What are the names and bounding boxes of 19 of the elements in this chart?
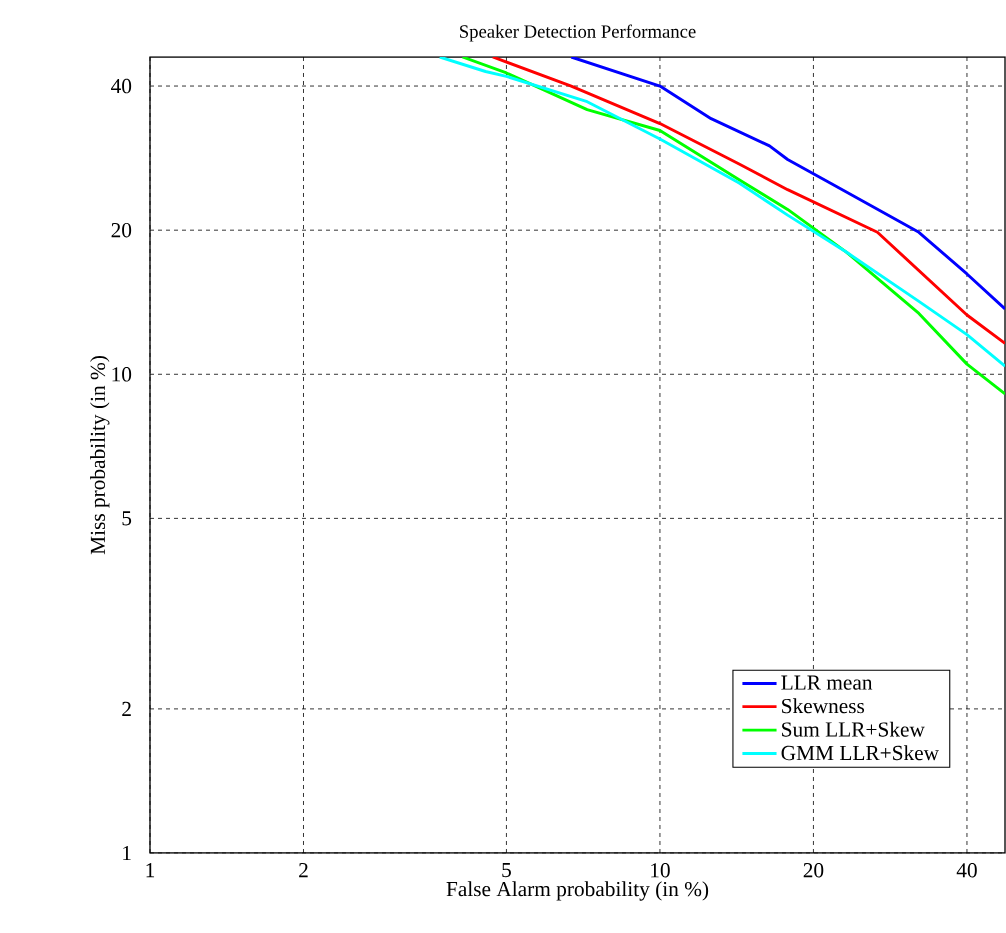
x-axis-title: False Alarm probability (in %) (446, 881, 709, 901)
x-tick-label: 2 (299, 863, 308, 878)
legend-label: Skewness (782, 698, 865, 714)
legend-label: Sum LLR+Skew (782, 721, 925, 737)
chart-title: Speaker Detection Performance (460, 24, 696, 42)
y-axis-title: Miss probability (in %) (90, 356, 110, 555)
legend-label: LLR mean (781, 675, 873, 690)
x-tick-label: 1 (146, 863, 155, 878)
x-tick-label: 20 (803, 863, 824, 878)
y-tick-label: 20 (111, 222, 132, 238)
x-tick-label: 10 (651, 863, 670, 878)
y-tick-label: 2 (122, 701, 131, 716)
legend-label: GMM LLR+Skew (781, 745, 939, 761)
y-tick-label: 5 (122, 511, 132, 526)
y-tick-label: 1 (123, 845, 131, 861)
y-tick-label: 10 (112, 367, 132, 382)
x-tick-label: 5 (502, 863, 511, 878)
x-tick-label: 40 (956, 863, 977, 878)
y-tick-label: 40 (111, 78, 132, 94)
